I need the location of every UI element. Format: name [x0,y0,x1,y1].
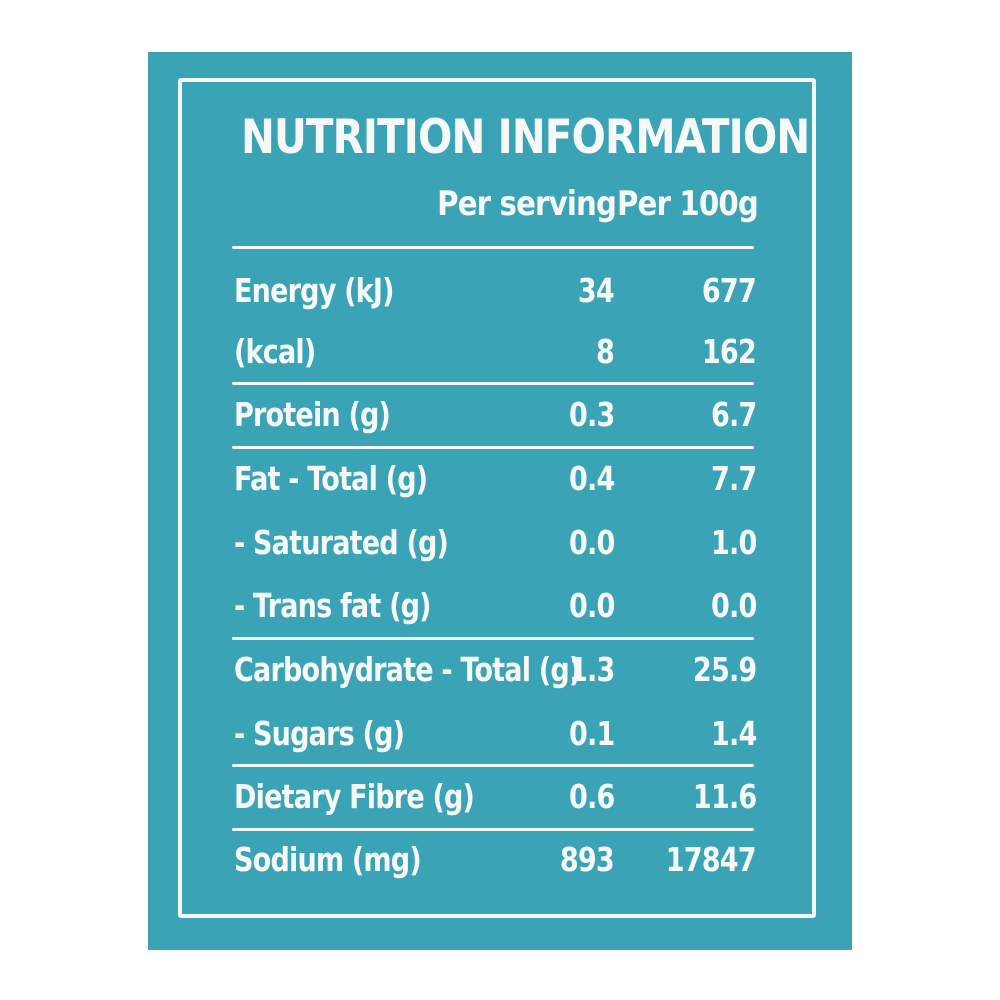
row-value-saturated-fat-per-serving: 0.0 [568,523,615,562]
row-label-sugars: - Sugars (g) [234,714,405,753]
row-value-protein-per-serving: 0.3 [568,395,615,434]
divider [232,828,754,831]
row-label-carbohydrate-total: Carbohydrate - Total (g) [234,650,581,689]
row-label-energy-kcal: (kcal) [234,332,316,371]
divider [232,637,754,640]
row-value-dietary-fibre-per-serving: 0.6 [568,777,615,816]
row-value-sugars-per-serving: 0.1 [568,714,615,753]
divider [232,446,754,449]
row-value-sodium-per-100g: 17847 [665,840,757,879]
row-value-dietary-fibre-per-100g: 11.6 [692,777,757,816]
divider [232,382,754,385]
row-value-saturated-fat-per-100g: 1.0 [710,523,757,562]
row-value-fat-total-per-100g: 7.7 [710,459,757,498]
row-value-energy-kcal-per-100g: 162 [701,332,757,371]
divider [232,764,754,767]
column-header-per-100g: Per 100g [617,184,759,224]
row-value-trans-fat-per-100g: 0.0 [710,586,757,625]
row-label-trans-fat: - Trans fat (g) [234,586,432,625]
nutrition-panel: NUTRITION INFORMATION Per serving Per 10… [148,52,852,950]
row-value-carbohydrate-total-per-100g: 25.9 [692,650,757,689]
row-label-dietary-fibre: Dietary Fibre (g) [234,777,475,816]
row-value-energy-kj-per-serving: 34 [577,271,615,310]
row-value-energy-kj-per-100g: 677 [701,271,757,310]
row-value-fat-total-per-serving: 0.4 [568,459,615,498]
row-value-sugars-per-100g: 1.4 [710,714,757,753]
panel-title: NUTRITION INFORMATION [241,110,810,165]
row-label-fat-total: Fat - Total (g) [234,459,428,498]
row-value-trans-fat-per-serving: 0.0 [568,586,615,625]
row-label-energy-kj: Energy (kJ) [234,271,394,310]
row-value-energy-kcal-per-serving: 8 [595,332,615,371]
divider [232,246,754,249]
row-value-carbohydrate-total-per-serving: 1.3 [568,650,615,689]
row-value-sodium-per-serving: 893 [559,840,615,879]
row-value-protein-per-100g: 6.7 [710,395,757,434]
row-label-saturated-fat: - Saturated (g) [234,523,449,562]
row-label-protein: Protein (g) [234,395,391,434]
column-header-per-serving: Per serving [437,184,617,224]
row-label-sodium: Sodium (mg) [234,840,422,879]
panel-border [178,78,816,918]
